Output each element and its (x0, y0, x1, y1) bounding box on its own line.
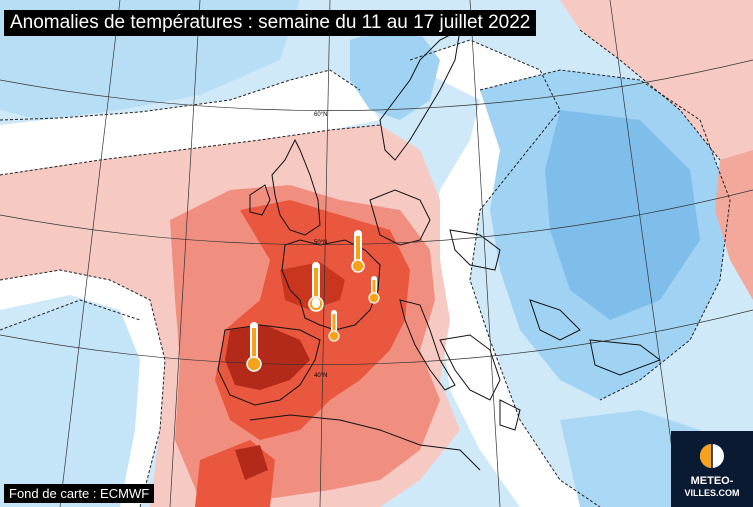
thermometer-icon (351, 230, 365, 273)
thermometer-icon (368, 276, 380, 304)
thermometer-icon (328, 310, 340, 342)
meteo-villes-logo[interactable]: METEO- VILLES.COM (671, 431, 753, 507)
logo-line-2: VILLES.COM (684, 488, 740, 498)
cold-zone-scandinavia (350, 20, 440, 120)
warm-extreme-zone-africa (235, 445, 268, 480)
thermometer-icon (312, 298, 320, 308)
half-moon-icon (700, 444, 724, 468)
cold-zone-southwest (0, 300, 150, 507)
lat-label-40n: 40°N (314, 373, 327, 379)
lat-label-60n: 60°N (314, 112, 327, 118)
logo-line-1: METEO- (690, 475, 734, 487)
warm-light-zone-northeast (560, 0, 753, 190)
neutral-band-east (410, 40, 600, 507)
coastlines (217, 29, 662, 471)
warm-medium-zone-east-edge (715, 150, 753, 300)
thermometer-icon (246, 322, 262, 372)
lat-label-50n: 50°N (314, 240, 327, 246)
warm-extreme-zone-iberia (225, 325, 310, 390)
map-credit: Fond de carte : ECMWF (4, 484, 155, 503)
neutral-band-north (0, 70, 380, 175)
map-title: Anomalies de températures : semaine du 1… (4, 10, 537, 36)
dashed-contours (0, 29, 731, 507)
thermometer-markers (246, 230, 380, 372)
cold-zone-east-core (545, 110, 700, 320)
neutral-band-west (0, 270, 165, 507)
